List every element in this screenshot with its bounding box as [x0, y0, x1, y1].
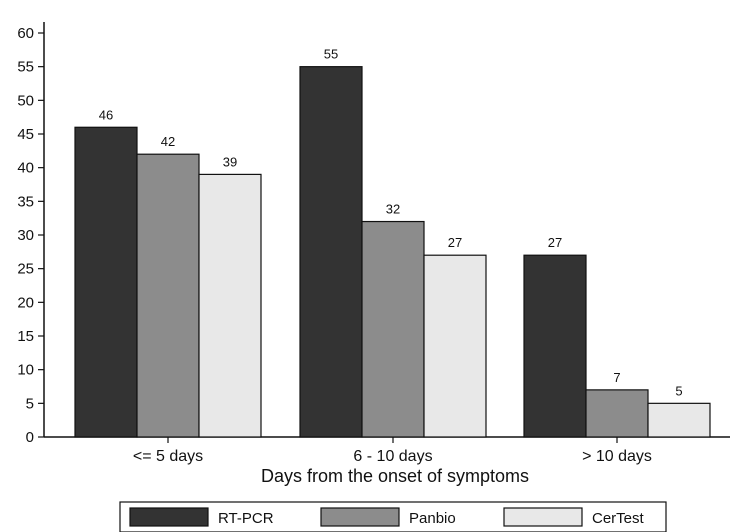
x-axis: <= 5 days 6 - 10 days > 10 days: [44, 436, 730, 465]
bar-panbio-6-10-days: [361, 220, 425, 438]
legend-label-certest: CerTest: [592, 510, 645, 527]
y-tick-label: 20: [17, 294, 34, 311]
data-label-certest-10-days: 5: [675, 383, 682, 398]
data-label-certest-6-10-days: 27: [448, 235, 462, 250]
legend-label-rt-pcr: RT-PCR: [218, 510, 274, 527]
legend: RT-PCR Panbio CerTest: [119, 501, 667, 532]
data-label-panbio-10-days: 7: [613, 370, 620, 385]
data-labels: 46 42 39 55 32 27 27 7 5: [99, 47, 683, 399]
legend-swatch-rt-pcr: [129, 507, 209, 527]
bars: [74, 66, 711, 438]
y-axis: 0 5 10 15 20 25 30 35 40 45 50 55 60: [17, 22, 45, 446]
y-tick-label: 35: [17, 193, 34, 210]
bar-rt-pcr-5-days: [74, 126, 138, 438]
x-axis-title: Days from the onset of symptoms: [261, 466, 529, 486]
data-label-rt-pcr-10-days: 27: [548, 235, 562, 250]
x-tick-label-10-days: > 10 days: [582, 448, 652, 465]
bar-rt-pcr-10-days: [523, 254, 587, 438]
y-tick-label: 0: [26, 429, 34, 446]
y-tick-label: 5: [26, 395, 34, 412]
x-tick-label-6-10-days: 6 - 10 days: [353, 448, 432, 465]
data-label-rt-pcr-6-10-days: 55: [324, 47, 338, 62]
legend-swatch-certest: [503, 507, 583, 527]
bar-certest-10-days: [647, 402, 711, 438]
y-tick-label: 50: [17, 92, 34, 109]
bar-panbio-10-days: [585, 389, 649, 438]
bar-certest-6-10-days: [423, 254, 487, 438]
x-tick-label-5-days: <= 5 days: [133, 448, 203, 465]
y-tick-label: 25: [17, 261, 34, 278]
y-tick-label: 40: [17, 160, 34, 177]
bar-certest-5-days: [198, 173, 262, 438]
y-tick-label: 15: [17, 328, 34, 345]
data-label-panbio-5-days: 42: [161, 134, 175, 149]
data-label-rt-pcr-5-days: 46: [99, 107, 113, 122]
legend-swatch-panbio: [320, 507, 400, 527]
y-tick-label: 30: [17, 227, 34, 244]
bar-rt-pcr-6-10-days: [299, 66, 363, 438]
y-tick-label: 60: [17, 25, 34, 42]
legend-label-panbio: Panbio: [409, 510, 456, 527]
y-tick-label: 55: [17, 59, 34, 76]
data-label-panbio-6-10-days: 32: [386, 202, 400, 217]
y-tick-label: 10: [17, 362, 34, 379]
bar-panbio-5-days: [136, 153, 200, 438]
y-tick-label: 45: [17, 126, 34, 143]
data-label-certest-5-days: 39: [223, 154, 237, 169]
